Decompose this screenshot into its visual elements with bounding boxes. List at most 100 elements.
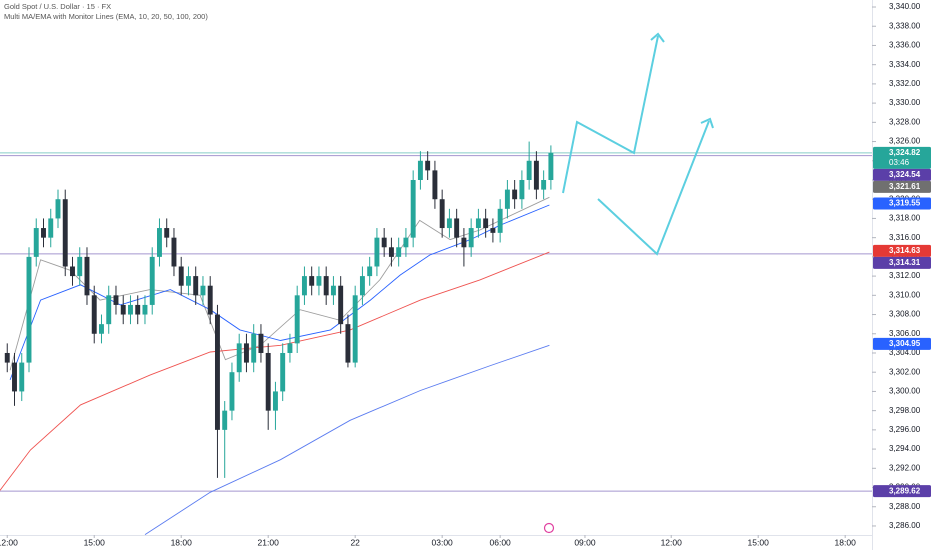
candle-body: [388, 247, 394, 257]
candle-body: [294, 295, 300, 344]
x-tick-label: 09:00: [574, 537, 596, 547]
y-tick-label: 3,300.00: [889, 387, 921, 396]
arrowhead: [650, 32, 665, 43]
candle-body: [207, 285, 213, 315]
candle-body: [70, 266, 75, 277]
price-tag-label: 3,319.55: [889, 199, 921, 208]
y-tick-label: 3,312.00: [889, 271, 921, 280]
y-tick-label: 3,318.00: [889, 214, 921, 223]
projection-path: [562, 35, 659, 194]
candle-body: [287, 343, 293, 353]
candle-body: [461, 237, 467, 248]
indicator-title: Multi MA/EMA with Monitor Lines (EMA, 10…: [4, 12, 208, 21]
candle-body: [171, 237, 177, 267]
x-tick-label: 12:00: [661, 537, 683, 547]
candle-body: [548, 152, 554, 180]
price-tag-label: 3,304.95: [889, 339, 921, 348]
candle-body: [519, 179, 525, 200]
y-tick-label: 3,330.00: [889, 98, 921, 107]
price-tag: [873, 180, 931, 193]
y-tick-label: 3,316.00: [889, 233, 921, 242]
candle-body: [120, 304, 126, 315]
price-tag-label: 3,289.62: [889, 486, 921, 495]
candle-body: [504, 189, 510, 209]
candle-body: [265, 352, 271, 411]
x-tick-label: 03:00: [432, 537, 454, 547]
candle-body: [149, 256, 155, 305]
candle-body: [439, 199, 445, 229]
candle-body: [193, 276, 199, 296]
candle-body: [381, 237, 387, 248]
candle-body: [316, 276, 322, 286]
candle-body: [359, 276, 365, 296]
candle-body: [417, 160, 423, 180]
y-tick-label: 3,298.00: [889, 406, 921, 415]
candle-body: [77, 256, 83, 277]
candle-body: [19, 362, 25, 392]
x-tick-label: 06:00: [490, 537, 512, 547]
price-tag: [873, 256, 931, 269]
price-tag: [873, 197, 931, 210]
y-tick-label: 3,336.00: [889, 41, 921, 50]
candle-body: [374, 237, 380, 267]
candle-body: [533, 160, 539, 190]
candle-body: [446, 218, 452, 229]
candle-body: [352, 295, 358, 363]
candle-body: [403, 237, 409, 248]
candle-body: [200, 285, 206, 296]
candle-body: [410, 179, 416, 238]
price-tag-label: 3,314.31: [889, 258, 921, 267]
candle-body: [323, 276, 329, 296]
price-tag-label: 3,321.61: [889, 182, 921, 191]
candle-body: [367, 266, 373, 277]
candle-body: [251, 333, 257, 363]
candle-body: [483, 218, 489, 229]
candle-body: [330, 285, 336, 296]
y-tick-label: 3,294.00: [889, 444, 921, 453]
candle-body: [454, 218, 460, 238]
candle-body: [541, 179, 547, 190]
y-tick-label: 3,310.00: [889, 290, 921, 299]
candle-body: [99, 324, 104, 334]
y-tick-label: 3,288.00: [889, 502, 921, 511]
candle-body: [272, 391, 278, 411]
candle-body: [222, 410, 228, 430]
candle-body: [106, 295, 112, 325]
candle-body: [4, 352, 10, 363]
candle-body: [236, 343, 242, 373]
candle-body: [113, 295, 119, 305]
candle-body: [258, 333, 264, 353]
arrowhead: [700, 117, 714, 129]
price-tag: [873, 146, 931, 169]
price-tag: [873, 485, 931, 498]
x-tick-label: 21:00: [258, 537, 280, 547]
candle-body: [345, 324, 351, 363]
chart-title: Gold Spot / U.S. Dollar · 15 · FX: [4, 2, 111, 11]
y-tick-label: 3,286.00: [889, 521, 921, 530]
moving-average: [144, 344, 550, 535]
candle-body: [243, 343, 249, 363]
candle-body: [84, 256, 90, 296]
candle-body: [48, 218, 54, 238]
candle-body: [91, 295, 97, 334]
y-tick-label: 3,338.00: [889, 21, 921, 30]
event-icon[interactable]: [543, 522, 555, 534]
candle-body: [301, 276, 307, 296]
y-tick-label: 3,304.00: [889, 348, 921, 357]
candle-body: [12, 362, 17, 392]
candle-body: [432, 170, 438, 200]
candle-body: [135, 304, 141, 315]
x-tick-label: 18:00: [171, 537, 193, 547]
projection-path: [597, 120, 710, 256]
candle-body: [128, 304, 133, 315]
candle-body: [526, 160, 532, 180]
price-tag-label: 3,324.82: [889, 148, 921, 157]
candle-body: [396, 247, 402, 257]
price-tag-label: 3,324.54: [889, 170, 921, 179]
y-tick-label: 3,340.00: [889, 2, 921, 11]
candle-body: [142, 304, 148, 315]
countdown-label: 03:46: [889, 158, 910, 167]
y-tick-label: 3,306.00: [889, 329, 921, 338]
